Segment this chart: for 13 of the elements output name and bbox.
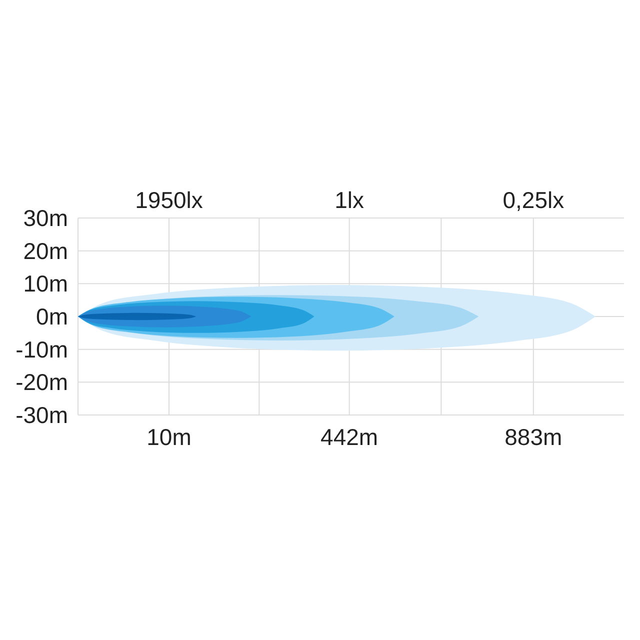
text: 1950lx xyxy=(135,187,204,213)
x-tick-label: 442m xyxy=(320,424,378,450)
y-tick-label: -20m xyxy=(16,369,68,396)
y-tick-label: -30m xyxy=(16,402,68,428)
text: 1lx xyxy=(334,187,365,213)
x-tick-label: 883m xyxy=(504,424,562,450)
y-tick-label: 10m xyxy=(23,270,68,297)
x-tick-label: 10m xyxy=(146,424,192,450)
y-tick-label: 0m xyxy=(36,304,68,330)
y-tick-label: -10m xyxy=(16,336,68,362)
text: 0,25lx xyxy=(502,187,565,213)
y-tick-label: 30m xyxy=(23,205,68,231)
y-tick-label: 20m xyxy=(23,238,68,264)
